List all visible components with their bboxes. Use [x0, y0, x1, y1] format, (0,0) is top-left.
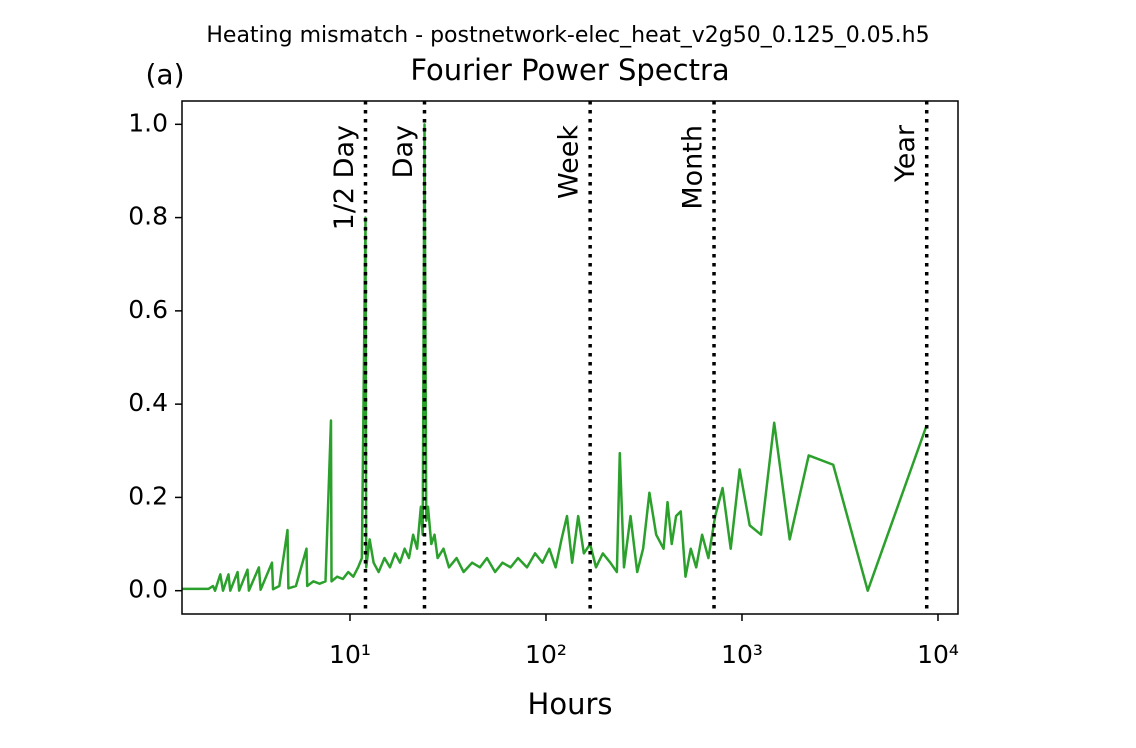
axes-frame [181, 100, 959, 615]
x-tick-label: 10¹ [329, 640, 371, 669]
x-tick-label: 10² [525, 640, 567, 669]
reference-label: Day [388, 125, 419, 178]
reference-label: Year [890, 124, 921, 183]
y-tick-label: 0.8 [128, 202, 168, 231]
y-tick-label: 0.4 [128, 388, 168, 417]
reference-label: Month [678, 125, 709, 210]
plot-area [182, 101, 929, 614]
x-tick-label: 10³ [721, 640, 763, 669]
reference-label: 1/2 Day [329, 125, 360, 230]
panel-label: (a) [145, 58, 184, 91]
suptitle: Heating mismatch - postnetwork-elec_heat… [206, 23, 929, 48]
y-tick-label: 0.6 [128, 295, 168, 324]
y-tick-label: 1.0 [128, 108, 168, 137]
spectrum-line [182, 123, 928, 592]
x-axis-title: Hours [528, 687, 613, 721]
chart-title: Fourier Power Spectra [410, 53, 729, 87]
y-tick-label: 0.0 [128, 575, 168, 604]
x-tick-label: 10⁴ [917, 640, 959, 669]
reference-label: Week [554, 125, 585, 199]
y-tick-label: 0.2 [128, 481, 168, 510]
